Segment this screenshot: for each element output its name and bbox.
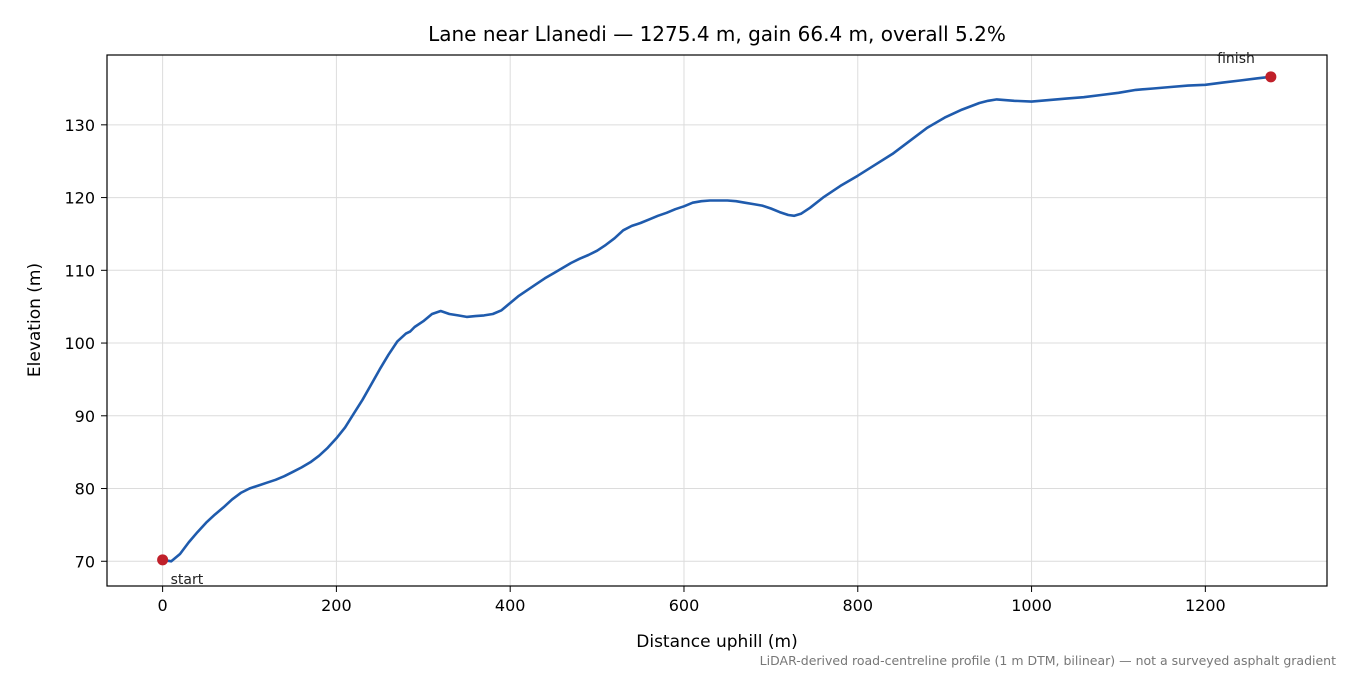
y-tick-label: 100 [64, 334, 95, 353]
chart-title: Lane near Llanedi — 1275.4 m, gain 66.4 … [428, 22, 1006, 46]
finish-label: finish [1217, 51, 1255, 67]
axis-ticks: 0 200 400 600 800 1000 1200 70 80 90 100 110 120 130 [64, 116, 1225, 615]
y-tick-label: 130 [64, 116, 95, 135]
x-tick-label: 1000 [1011, 596, 1052, 615]
y-tick-label: 80 [75, 480, 95, 499]
grid-lines [107, 55, 1327, 586]
finish-marker [1265, 71, 1277, 83]
x-axis-title: Distance uphill (m) [636, 632, 797, 652]
x-tick-label: 800 [842, 596, 873, 615]
x-tick-label: 0 [158, 596, 168, 615]
start-label: start [171, 572, 204, 588]
y-tick-label: 90 [75, 407, 95, 426]
x-tick-label: 1200 [1185, 596, 1226, 615]
y-tick-label: 120 [64, 189, 95, 208]
data-layer: start finish [157, 51, 1277, 588]
x-tick-label: 200 [321, 596, 352, 615]
y-tick-label: 110 [64, 261, 95, 280]
y-axis-title: Elevation (m) [25, 263, 45, 377]
x-tick-label: 400 [495, 596, 526, 615]
elevation-line [161, 75, 1273, 563]
plot-frame [106, 54, 1328, 587]
start-marker [157, 554, 169, 566]
x-tick-label: 600 [669, 596, 700, 615]
y-tick-label: 70 [75, 552, 95, 571]
caption-note: LiDAR-derived road-centreline profile (1… [760, 653, 1336, 668]
